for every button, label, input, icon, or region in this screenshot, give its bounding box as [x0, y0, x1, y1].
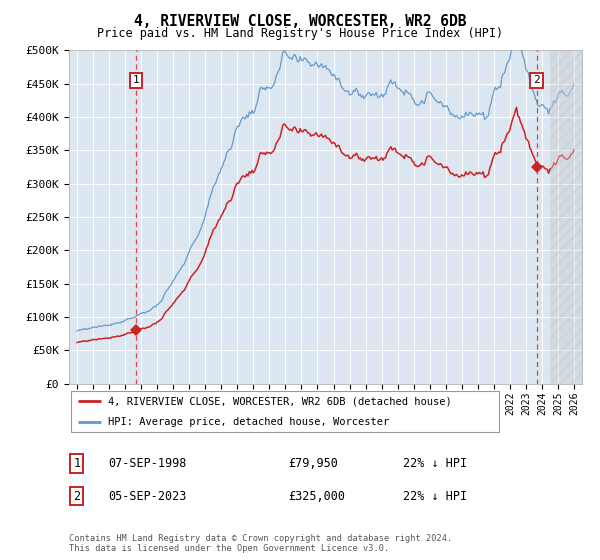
- Text: £325,000: £325,000: [288, 489, 345, 502]
- Text: 4, RIVERVIEW CLOSE, WORCESTER, WR2 6DB (detached house): 4, RIVERVIEW CLOSE, WORCESTER, WR2 6DB (…: [108, 396, 452, 407]
- Text: £79,950: £79,950: [288, 456, 338, 470]
- Text: HPI: Average price, detached house, Worcester: HPI: Average price, detached house, Worc…: [108, 417, 389, 427]
- Text: 1: 1: [133, 76, 140, 85]
- Bar: [550, 50, 582, 384]
- Text: 1: 1: [73, 456, 80, 470]
- Text: 07-SEP-1998: 07-SEP-1998: [108, 456, 187, 470]
- FancyBboxPatch shape: [71, 391, 499, 432]
- Text: 2: 2: [533, 76, 540, 85]
- Text: 4, RIVERVIEW CLOSE, WORCESTER, WR2 6DB: 4, RIVERVIEW CLOSE, WORCESTER, WR2 6DB: [134, 14, 466, 29]
- Text: Price paid vs. HM Land Registry's House Price Index (HPI): Price paid vs. HM Land Registry's House …: [97, 27, 503, 40]
- Text: Contains HM Land Registry data © Crown copyright and database right 2024.
This d: Contains HM Land Registry data © Crown c…: [69, 534, 452, 553]
- Text: 22% ↓ HPI: 22% ↓ HPI: [403, 489, 467, 502]
- Text: 05-SEP-2023: 05-SEP-2023: [108, 489, 187, 502]
- Text: 22% ↓ HPI: 22% ↓ HPI: [403, 456, 467, 470]
- Text: 2: 2: [73, 489, 80, 502]
